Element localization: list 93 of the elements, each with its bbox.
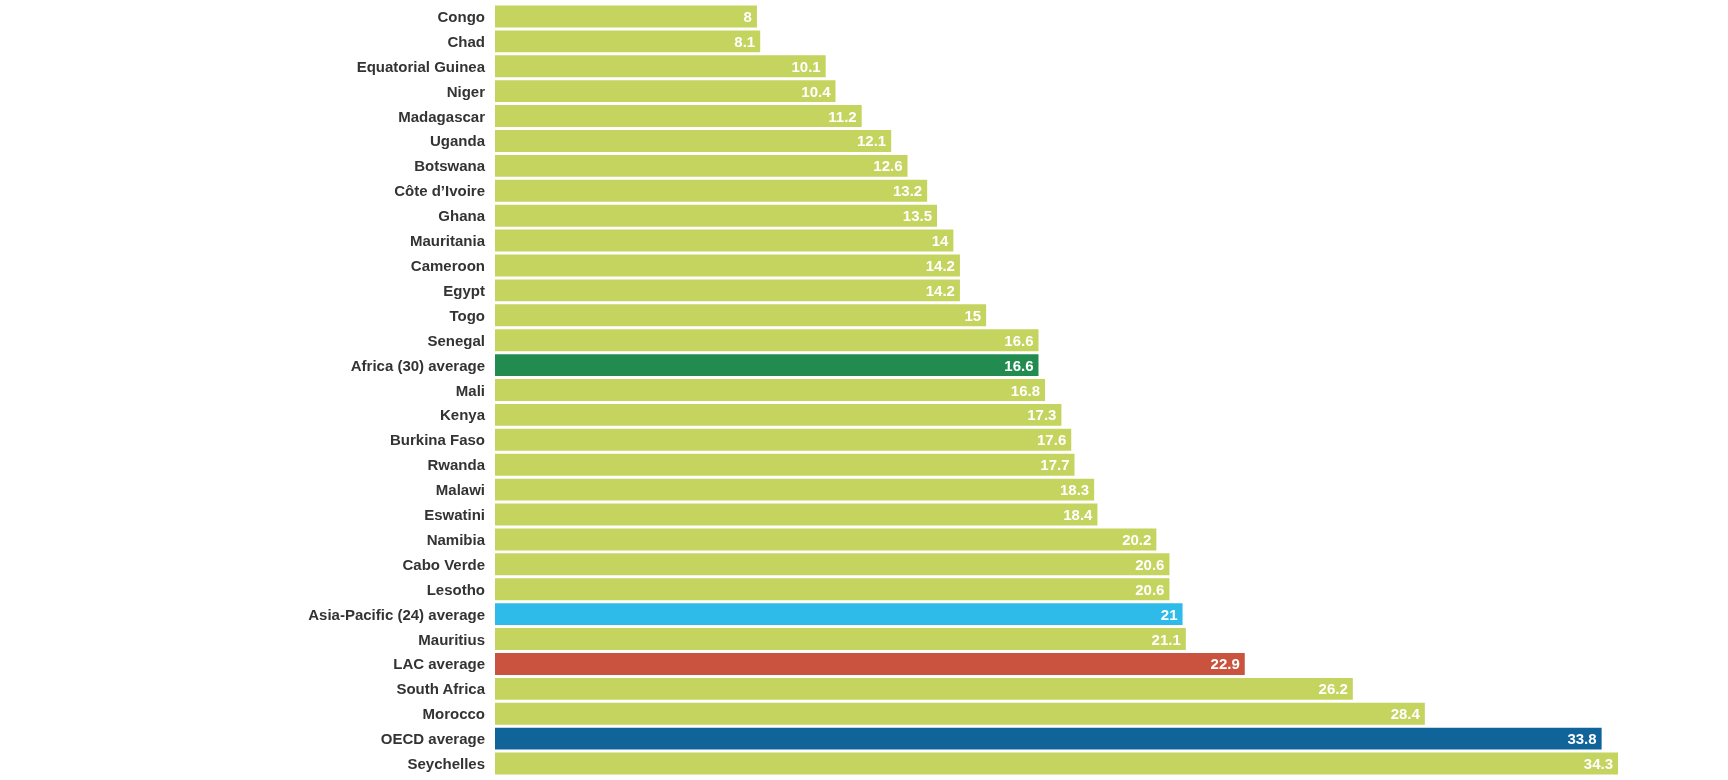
bar [495,652,1245,675]
data-label: 8 [743,7,752,25]
data-label: 21.1 [1151,630,1181,648]
bar [495,329,1039,352]
data-label: 16.6 [1004,331,1034,349]
bar [495,379,1046,401]
data-label: 10.1 [791,57,821,75]
bar [495,428,1072,451]
bar [495,279,960,302]
data-label: 16.8 [1010,381,1041,399]
bar [495,503,1098,526]
bar [495,80,836,103]
y-tick-label: Kenya [439,406,486,424]
y-tick-label: LAC average [393,655,485,673]
y-tick-label: Mauritius [418,630,485,648]
y-tick-label: Lesotho [426,580,485,598]
data-label: 26.2 [1318,680,1348,698]
bar [495,254,960,277]
y-tick-label: South Africa [396,680,486,698]
bar [495,528,1157,551]
bar [495,453,1075,476]
data-label: 16.6 [1004,356,1034,374]
data-label: 13.2 [892,182,923,200]
data-label: 17.6 [1037,431,1067,449]
bar [495,55,826,78]
data-label: 34.3 [1583,755,1613,773]
bar [495,354,1039,377]
data-label: 20.6 [1135,555,1165,573]
data-label: 28.4 [1390,705,1421,723]
bar [495,628,1186,650]
y-tick-label: Ghana [438,207,486,225]
y-tick-label: Africa (30) average [350,356,485,374]
bar [495,179,928,202]
y-tick-label: Niger [446,82,486,100]
y-tick-label: Morocco [422,705,485,723]
data-label: 33.8 [1567,730,1597,748]
bar [495,154,908,177]
bar [495,130,892,152]
y-tick-label: Burkina Faso [389,431,485,449]
y-tick-label: Congo [437,7,485,25]
data-label: 13.5 [902,207,932,225]
y-tick-label: Uganda [429,132,486,150]
y-tick-label: Cameroon [410,256,485,274]
y-tick-label: Senegal [427,331,485,349]
data-label: 20.6 [1135,580,1165,598]
data-label: 22.9 [1210,655,1240,673]
y-tick-label: Asia-Pacific (24) average [308,605,485,623]
bar [495,403,1062,426]
y-tick-label: Egypt [443,281,485,299]
bar [495,553,1170,576]
bar [495,478,1095,501]
bar [495,702,1425,725]
y-tick-label: Madagascar [398,107,486,125]
bar [495,204,937,227]
data-label: 12.6 [873,157,903,175]
data-label: 14.2 [925,281,955,299]
y-tick-label: Namibia [426,530,486,548]
y-tick-label: Cabo Verde [402,555,485,573]
y-tick-label: Côte d’Ivoire [394,182,485,200]
y-tick-label: Equatorial Guinea [356,57,486,75]
data-label: 18.3 [1059,481,1090,499]
bar [495,229,954,252]
data-label: 17.3 [1027,406,1057,424]
bar [495,752,1618,775]
y-tick-label: Seychelles [407,755,485,773]
data-label: 11.2 [828,107,857,125]
y-tick-label: Mauritania [409,232,486,250]
bar [495,677,1353,700]
data-label: 10.4 [801,82,832,100]
data-label: 14 [931,232,950,250]
bar [495,727,1602,750]
y-tick-label: Togo [449,306,485,324]
bar [495,5,757,28]
bar [495,304,987,327]
data-label: 21 [1160,605,1178,623]
y-tick-label: Botswana [414,157,486,175]
data-label: 12.1 [856,132,887,150]
bar [495,105,862,128]
data-label: 15 [964,306,982,324]
y-tick-label: OECD average [380,730,485,748]
y-tick-label: Chad [447,32,485,50]
bar [495,30,761,53]
data-label: 20.2 [1122,530,1152,548]
bar [495,603,1183,626]
y-tick-label: Malawi [435,481,485,499]
y-tick-label: Mali [455,381,485,399]
data-label: 18.4 [1063,506,1094,524]
y-tick-label: Rwanda [427,456,486,474]
data-label: 8.1 [734,32,756,50]
data-label: 17.7 [1040,456,1070,474]
data-label: 14.2 [925,256,955,274]
bar [495,578,1170,601]
y-tick-label: Eswatini [424,506,485,524]
